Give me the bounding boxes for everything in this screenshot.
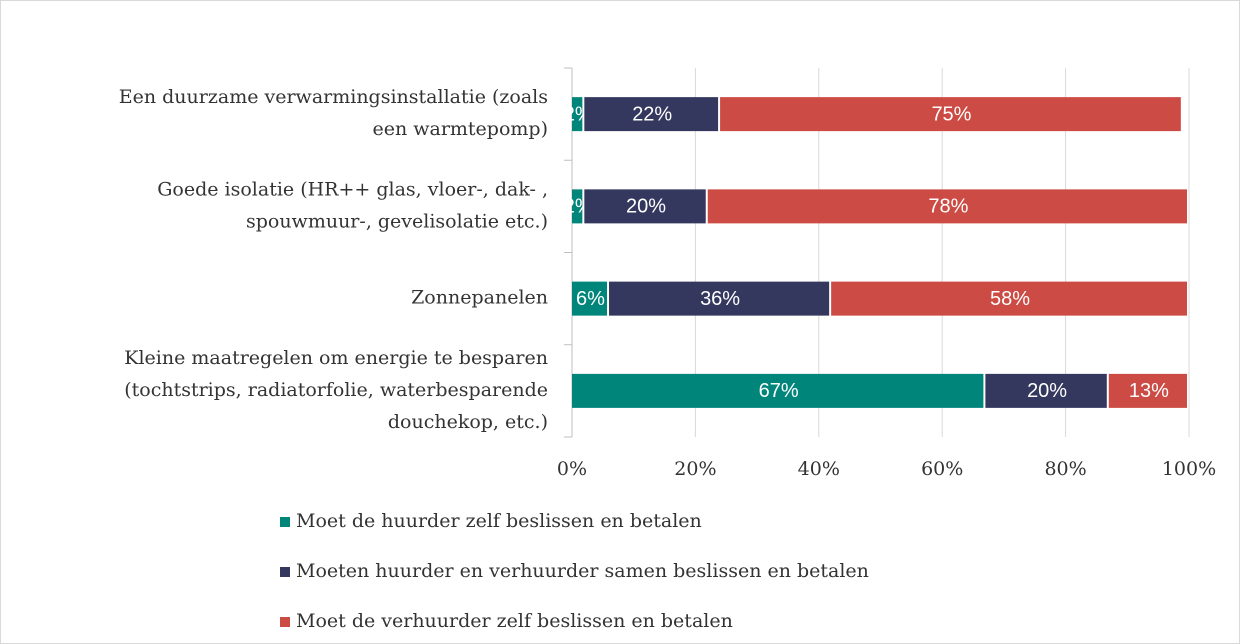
- x-tick-label: 40%: [798, 458, 840, 480]
- data-label: 36%: [700, 288, 740, 310]
- legend-label: Moeten huurder en verhuurder samen besli…: [296, 560, 869, 582]
- y-tick-label: Goede isolatie (HR++ glas, vloer-, dak- …: [157, 178, 548, 200]
- data-label: 78%: [928, 196, 968, 218]
- data-label: 22%: [632, 103, 672, 125]
- y-tick-label: een warmtepomp): [372, 118, 548, 140]
- legend-marker: [280, 567, 290, 577]
- bar-segment: [831, 281, 1187, 316]
- y-tick-label: spouwmuur-, gevelisolatie etc.): [246, 210, 548, 232]
- data-label: 67%: [759, 380, 799, 402]
- bar-segment: [609, 281, 830, 316]
- x-tick-label: 0%: [557, 458, 587, 480]
- bar-segment: [584, 189, 706, 224]
- x-tick-label: 80%: [1044, 458, 1086, 480]
- legend-marker: [280, 517, 290, 527]
- y-tick-label: Zonnepanelen: [411, 287, 548, 309]
- y-tick-label: (tochtstrips, radiatorfolie, waterbespar…: [124, 379, 548, 401]
- legend-marker: [280, 617, 290, 627]
- bar-segment: [572, 373, 984, 408]
- bar-segment: [572, 97, 583, 132]
- bar-segment: [720, 97, 1181, 132]
- x-tick-label: 60%: [921, 458, 963, 480]
- x-tick-label: 20%: [674, 458, 716, 480]
- data-label: 20%: [1027, 380, 1067, 402]
- legend-label: Moet de huurder zelf beslissen en betale…: [296, 510, 702, 532]
- data-label: 75%: [931, 103, 971, 125]
- data-label: 20%: [626, 196, 666, 218]
- bar-segment: [584, 97, 719, 132]
- y-tick-label: douchekop, etc.): [388, 411, 548, 433]
- bar-segment: [1108, 373, 1187, 408]
- data-label: 58%: [990, 288, 1030, 310]
- legend-label: Moet de verhuurder zelf beslissen en bet…: [296, 610, 733, 632]
- bar-segment: [707, 189, 1187, 224]
- y-tick-label: Kleine maatregelen om energie te bespare…: [124, 347, 548, 369]
- bar-segment: [572, 189, 583, 224]
- data-label: 13%: [1129, 380, 1169, 402]
- bar-segment: [572, 281, 608, 316]
- x-tick-label: 100%: [1162, 458, 1216, 480]
- data-label: 6%: [576, 288, 605, 310]
- y-tick-label: Een duurzame verwarmingsinstallatie (zoa…: [119, 86, 548, 108]
- bar-segment: [985, 373, 1107, 408]
